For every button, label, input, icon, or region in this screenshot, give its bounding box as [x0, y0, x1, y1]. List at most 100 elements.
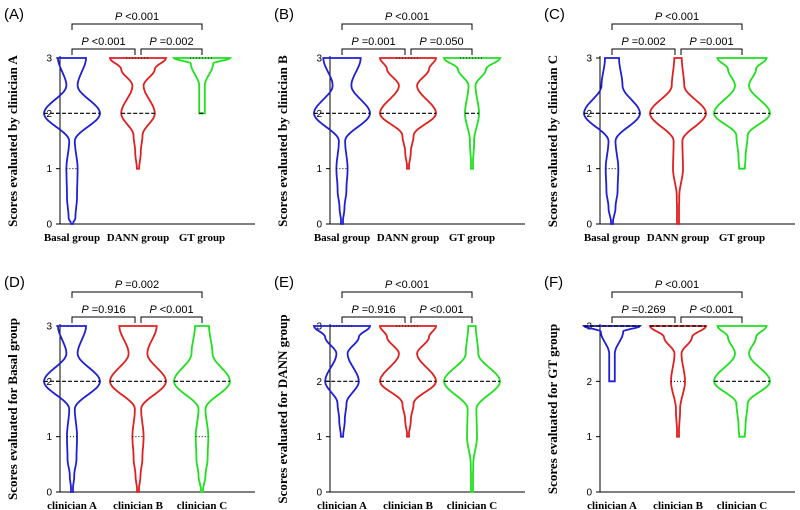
significance-bracket — [410, 316, 473, 323]
p-value-label: P <0.001 — [385, 11, 429, 23]
y-axis-label: Scores evaluated by clinician C — [545, 55, 560, 227]
significance-bracket — [611, 291, 743, 298]
p-value-label: P =0.002 — [115, 279, 159, 291]
significance-bracket — [341, 23, 473, 30]
p-value-label: P <0.001 — [115, 11, 159, 23]
violin-shape — [313, 57, 371, 225]
violin-shape — [649, 57, 707, 225]
significance-bracket — [611, 48, 676, 55]
significance-bracket — [341, 316, 406, 323]
y-tick-label: 1 — [316, 164, 322, 175]
p-value-label: P =0.916 — [351, 304, 395, 316]
violin-shape — [583, 57, 641, 225]
x-tick-label: clinician A — [47, 500, 97, 510]
y-tick-label: 1 — [46, 432, 52, 443]
p-value-label: P =0.002 — [621, 36, 665, 48]
y-tick-label: 3 — [46, 322, 52, 333]
p-value-label: P =0.916 — [81, 304, 125, 316]
y-tick-label: 0 — [586, 220, 592, 231]
p-value-label: P =0.001 — [351, 36, 395, 48]
y-axis-label: Scores evaluated by clinician B — [275, 55, 290, 227]
violin-shape — [173, 325, 231, 493]
x-tick-label: clinician A — [317, 500, 367, 510]
y-tick-label: 2 — [46, 109, 52, 120]
y-axis-label: Scores evaluated for GT group — [545, 324, 560, 494]
x-tick-label: clinician C — [717, 500, 767, 510]
x-tick-label: clinician B — [113, 500, 163, 510]
y-tick-label: 0 — [316, 488, 322, 499]
violin-shape — [713, 325, 771, 438]
panel-label: (C) — [544, 6, 565, 23]
significance-bracket — [611, 23, 743, 30]
violin-shape — [108, 57, 168, 170]
significance-bracket — [71, 48, 136, 55]
x-tick-label: GT group — [719, 232, 765, 244]
y-tick-label: 2 — [586, 377, 592, 388]
significance-bracket — [680, 48, 743, 55]
y-tick-label: 2 — [46, 377, 52, 388]
p-value-label: P =0.050 — [419, 36, 463, 48]
y-tick-label: 1 — [586, 164, 592, 175]
y-tick-label: 0 — [586, 488, 592, 499]
y-tick-label: 1 — [586, 432, 592, 443]
chart-panel: (E) Scores evaluated for DANN group 0 1 2 3 cl… — [274, 274, 525, 510]
x-tick-label: DANN group — [107, 232, 169, 244]
p-value-label: P =0.002 — [149, 36, 193, 48]
significance-bracket — [71, 291, 203, 298]
violin-shape — [43, 57, 101, 225]
y-tick-label: 2 — [586, 109, 592, 120]
chart-panel: (D) Scores evaluated for Basal group 0 1 2 3 c… — [4, 274, 255, 510]
chart-panel: (B) Scores evaluated by clinician B 0 1 2 3 Ba… — [274, 6, 525, 244]
p-value-label: P =0.269 — [621, 304, 665, 316]
y-axis-label: Scores evaluated for Basal group — [5, 318, 20, 500]
panel-label: (F) — [544, 274, 563, 291]
y-tick-label: 0 — [46, 488, 52, 499]
x-tick-label: clinician B — [383, 500, 433, 510]
p-value-label: P <0.001 — [419, 304, 463, 316]
significance-bracket — [71, 23, 203, 30]
p-value-label: P <0.001 — [81, 36, 125, 48]
violin-shape — [312, 325, 372, 438]
y-tick-label: 3 — [586, 54, 592, 65]
significance-bracket — [410, 48, 473, 55]
y-tick-label: 3 — [586, 322, 592, 333]
violin-shape — [378, 325, 438, 438]
violin-shape — [171, 57, 233, 115]
y-axis-label: Scores evaluated for DANN group — [275, 314, 290, 503]
x-tick-label: clinician A — [587, 500, 637, 510]
p-value-label: P <0.001 — [385, 279, 429, 291]
violin-shape — [442, 57, 502, 170]
y-tick-label: 1 — [46, 164, 52, 175]
significance-bracket — [140, 48, 203, 55]
p-value-label: P <0.001 — [655, 11, 699, 23]
violin-shape — [443, 325, 501, 493]
x-tick-label: clinician C — [177, 500, 227, 510]
y-tick-label: 1 — [316, 432, 322, 443]
x-tick-label: DANN group — [647, 232, 709, 244]
y-tick-label: 3 — [316, 54, 322, 65]
x-tick-label: Basal group — [584, 232, 640, 244]
significance-bracket — [341, 291, 473, 298]
panel-label: (D) — [4, 274, 25, 291]
significance-bracket — [611, 316, 676, 323]
p-value-label: P <0.001 — [689, 304, 733, 316]
x-tick-label: Basal group — [314, 232, 370, 244]
significance-bracket — [680, 316, 743, 323]
chart-panel: (C) Scores evaluated by clinician C 0 1 2 3 Ba… — [544, 6, 795, 244]
y-tick-label: 0 — [46, 220, 52, 231]
p-value-label: P =0.001 — [689, 36, 733, 48]
panel-label: (B) — [274, 6, 294, 23]
x-tick-label: GT group — [449, 232, 495, 244]
x-tick-label: clinician B — [653, 500, 703, 510]
x-tick-label: DANN group — [377, 232, 439, 244]
p-value-label: P <0.001 — [149, 304, 193, 316]
violin-shape — [713, 57, 771, 170]
violin-shape — [43, 325, 101, 493]
significance-bracket — [71, 316, 136, 323]
significance-bracket — [341, 48, 406, 55]
y-tick-label: 2 — [316, 377, 322, 388]
chart-panel: (F) Scores evaluated for GT group 0 1 2 3 clin… — [544, 274, 795, 510]
y-tick-label: 2 — [316, 109, 322, 120]
violin-shape — [378, 57, 438, 170]
